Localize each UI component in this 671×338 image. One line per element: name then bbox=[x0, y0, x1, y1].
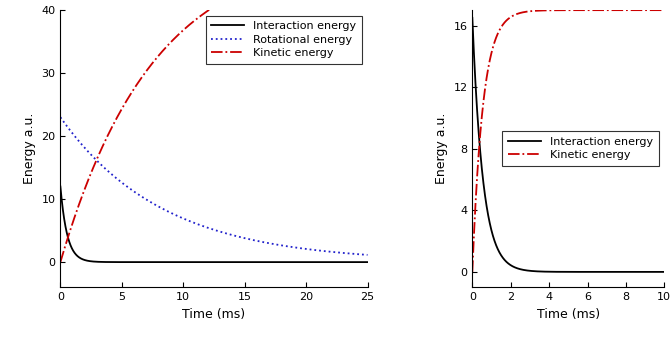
Interaction energy bbox=[549, 270, 557, 274]
Rotational energy bbox=[364, 253, 372, 257]
Y-axis label: Energy a.u.: Energy a.u. bbox=[23, 113, 36, 185]
Rotational energy bbox=[301, 247, 309, 251]
Kinetic energy bbox=[550, 8, 558, 12]
Line: Interaction energy: Interaction energy bbox=[472, 18, 664, 272]
Line: Interaction energy: Interaction energy bbox=[60, 187, 368, 262]
Kinetic energy bbox=[608, 8, 616, 12]
Legend: Interaction energy, Rotational energy, Kinetic energy: Interaction energy, Rotational energy, K… bbox=[205, 16, 362, 64]
Rotational energy bbox=[168, 211, 176, 215]
Y-axis label: Energy a.u.: Energy a.u. bbox=[435, 113, 448, 185]
Interaction energy bbox=[72, 252, 80, 257]
Kinetic energy bbox=[168, 39, 176, 43]
Interaction energy bbox=[560, 270, 568, 274]
Rotational energy bbox=[238, 236, 246, 240]
Interaction energy bbox=[645, 270, 653, 274]
Rotational energy bbox=[56, 115, 64, 119]
Interaction energy bbox=[301, 260, 309, 264]
Interaction energy bbox=[364, 260, 372, 264]
Kinetic energy bbox=[654, 8, 662, 12]
Interaction energy bbox=[660, 270, 668, 274]
Kinetic energy bbox=[560, 8, 568, 12]
Legend: Interaction energy, Kinetic energy: Interaction energy, Kinetic energy bbox=[503, 131, 659, 166]
Rotational energy bbox=[252, 239, 260, 243]
X-axis label: Time (ms): Time (ms) bbox=[183, 308, 246, 321]
Kinetic energy bbox=[660, 8, 668, 12]
Interaction energy bbox=[654, 270, 662, 274]
Kinetic energy bbox=[56, 260, 64, 264]
Kinetic energy bbox=[72, 212, 80, 216]
Interaction energy bbox=[550, 270, 558, 274]
Interaction energy bbox=[168, 260, 176, 264]
Line: Rotational energy: Rotational energy bbox=[60, 117, 368, 255]
Kinetic energy bbox=[468, 270, 476, 274]
Interaction energy bbox=[56, 185, 64, 189]
Rotational energy bbox=[72, 136, 80, 140]
Line: Kinetic energy: Kinetic energy bbox=[60, 0, 368, 262]
Interaction energy bbox=[608, 270, 616, 274]
Interaction energy bbox=[468, 16, 476, 20]
Kinetic energy bbox=[645, 8, 653, 12]
Interaction energy bbox=[284, 260, 292, 264]
Interaction energy bbox=[238, 260, 246, 264]
Rotational energy bbox=[284, 244, 292, 248]
Line: Kinetic energy: Kinetic energy bbox=[472, 10, 664, 272]
Interaction energy bbox=[252, 260, 260, 264]
X-axis label: Time (ms): Time (ms) bbox=[537, 308, 600, 321]
Kinetic energy bbox=[549, 8, 557, 12]
